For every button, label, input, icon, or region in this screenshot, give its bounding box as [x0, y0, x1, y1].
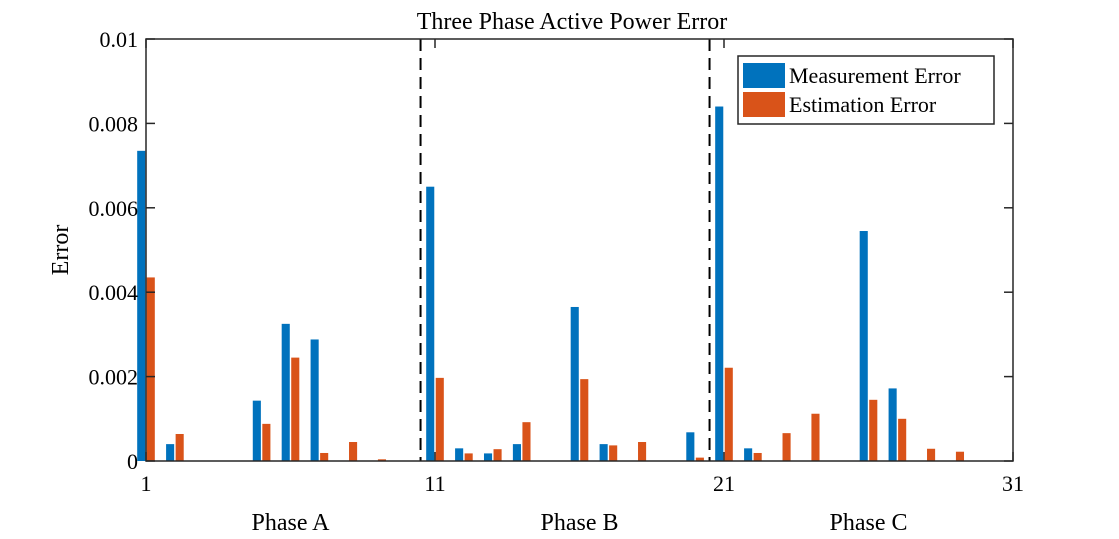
- bar-estimation-28: [927, 448, 936, 461]
- x-tick-label: 1: [141, 471, 152, 496]
- y-axis-label: Error: [48, 225, 74, 276]
- bar-estimation-8: [349, 442, 358, 461]
- bar-estimation-5: [262, 423, 271, 461]
- phase-dividers: [419, 39, 711, 461]
- phase-label-a: Phase A: [252, 510, 331, 536]
- chart-title: Three Phase Active Power Error: [417, 9, 728, 35]
- bar-measurement-16: [570, 306, 579, 461]
- bar-estimation-27: [898, 418, 907, 461]
- bar-estimation-13: [493, 449, 502, 461]
- bar-measurement-22: [744, 448, 753, 461]
- bar-estimation-18: [638, 442, 647, 461]
- bar-estimation-20: [695, 457, 704, 461]
- bar-measurement-17: [599, 444, 608, 461]
- bar-estimation-12: [464, 453, 473, 461]
- bar-estimation-6: [291, 357, 300, 461]
- bar-measurement-20: [686, 432, 695, 461]
- bar-measurement-26: [859, 231, 868, 461]
- bar-estimation-14: [522, 422, 531, 461]
- plot-frame: [145, 38, 1014, 462]
- legend: Measurement Error Estimation Error: [737, 55, 995, 125]
- phase-group-labels: Phase A Phase B Phase C: [252, 510, 908, 536]
- phase-label-c: Phase C: [830, 510, 908, 536]
- legend-label-measurement: Measurement Error: [789, 63, 961, 88]
- bar-measurement-7: [310, 339, 319, 461]
- y-tick-label: 0.01: [100, 27, 139, 52]
- bar-estimation-17: [609, 445, 618, 461]
- bars-layer: [137, 106, 965, 462]
- bar-estimation-29: [955, 451, 965, 461]
- bar-estimation-1: [146, 277, 155, 461]
- legend-swatch-estimation: [743, 92, 785, 117]
- y-tick-label: 0.004: [89, 280, 139, 305]
- bar-measurement-13: [483, 453, 493, 461]
- x-tick-label: 11: [424, 471, 445, 496]
- bar-estimation-9: [377, 459, 387, 461]
- y-tick-label: 0: [127, 449, 138, 474]
- legend-label-estimation: Estimation Error: [789, 92, 937, 117]
- bar-measurement-5: [252, 400, 261, 461]
- bar-estimation-24: [811, 413, 820, 461]
- bar-measurement-21: [715, 106, 724, 462]
- bar-measurement-14: [512, 444, 521, 461]
- bar-measurement-12: [455, 448, 464, 461]
- bar-measurement-27: [888, 388, 897, 461]
- x-tick-label: 31: [1002, 471, 1024, 496]
- bar-estimation-11: [435, 377, 444, 461]
- x-tick-label: 21: [713, 471, 735, 496]
- y-tick-label: 0.002: [89, 365, 139, 390]
- bar-estimation-26: [869, 399, 878, 461]
- bar-estimation-22: [753, 452, 762, 461]
- phase-label-b: Phase B: [541, 510, 619, 536]
- y-tick-label: 0.008: [89, 111, 139, 136]
- bar-estimation-16: [580, 379, 589, 461]
- bar-estimation-2: [175, 433, 184, 461]
- bar-measurement-2: [166, 444, 175, 461]
- bar-estimation-21: [724, 367, 733, 461]
- axes: [145, 38, 1014, 462]
- bar-measurement-1: [137, 150, 146, 461]
- bar-measurement-11: [426, 186, 435, 461]
- bar-measurement-6: [281, 323, 290, 461]
- bar-estimation-23: [782, 433, 791, 461]
- legend-swatch-measurement: [743, 63, 785, 88]
- bar-estimation-7: [320, 452, 329, 461]
- y-tick-label: 0.006: [89, 196, 139, 221]
